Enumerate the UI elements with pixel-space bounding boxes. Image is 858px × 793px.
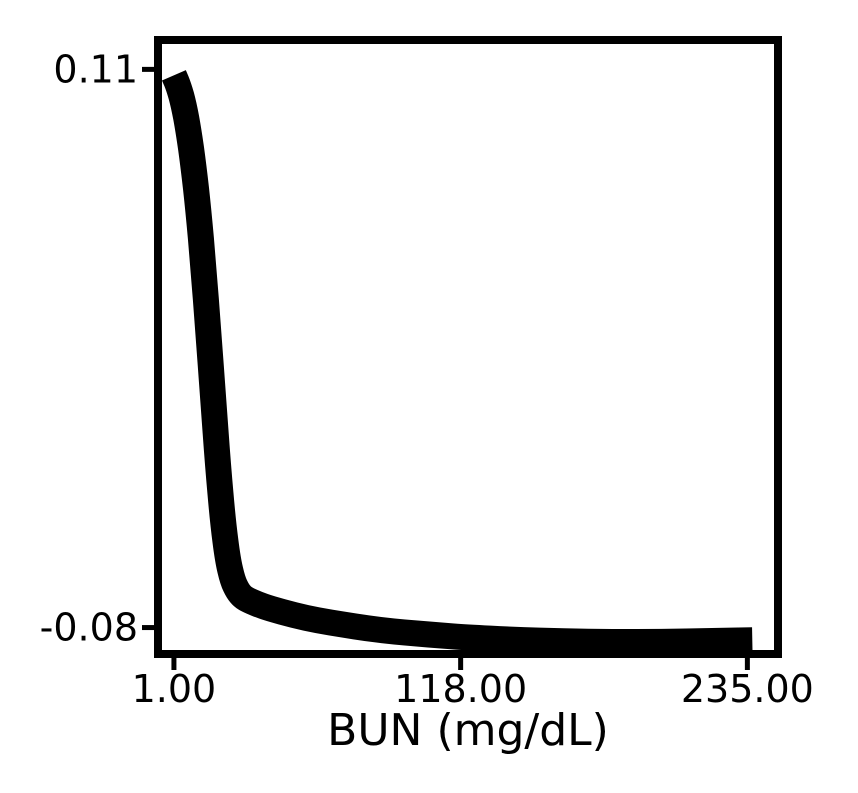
x-tick-label: 235.00 [681,667,814,711]
y-axis: 0.11 -0.08 [40,47,158,650]
plot-frame [154,36,782,658]
y-tick-label: 0.11 [53,47,138,91]
x-tick-label: 118.00 [394,667,527,711]
x-axis: 1.00 118.00 235.00 [132,654,814,711]
x-tick-label: 1.00 [132,667,217,711]
series-line-0 [161,68,753,655]
y-tick-label: -0.08 [40,606,138,650]
line-layer [161,68,753,655]
x-axis-label: BUN (mg/dL) [327,705,609,756]
